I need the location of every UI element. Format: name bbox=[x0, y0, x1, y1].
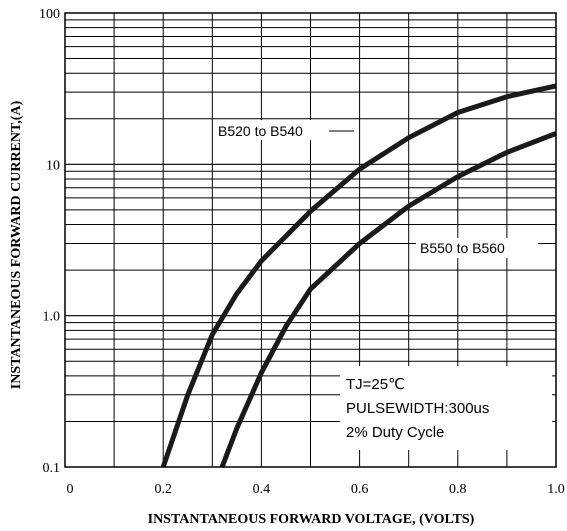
x-tick-labels: 0 0.2 0.4 0.6 0.8 1.0 bbox=[67, 482, 565, 497]
conditions-box bbox=[340, 366, 552, 450]
series-label-bg-2 bbox=[416, 238, 538, 258]
y-tick-label: 0.1 bbox=[43, 461, 61, 476]
series-line-2 bbox=[219, 131, 557, 468]
curves bbox=[160, 83, 557, 468]
condition-pulsewidth: PULSEWIDTH:300us bbox=[346, 400, 489, 417]
series-label-bg-1 bbox=[214, 120, 332, 140]
y-tick-label: 1.0 bbox=[43, 310, 61, 325]
x-tick-label: 0.2 bbox=[154, 482, 172, 497]
x-tick-label: 0.4 bbox=[253, 482, 271, 497]
x-axis-title: INSTANTANEOUS FORWARD VOLTAGE, (VOLTS) bbox=[148, 512, 475, 527]
y-tick-labels: 100 10 1.0 0.1 bbox=[39, 7, 60, 476]
plot-frame bbox=[64, 12, 557, 468]
x-tick-label: 0 bbox=[67, 482, 74, 497]
series-label-b550-b560: B550 to B560 bbox=[420, 240, 505, 256]
series-label-b520-b540: B520 to B540 bbox=[218, 123, 303, 139]
condition-temperature: TJ=25℃ bbox=[346, 376, 405, 393]
x-tick-label: 1.0 bbox=[547, 482, 565, 497]
y-tick-label: 10 bbox=[46, 158, 60, 173]
series-line-1 bbox=[160, 83, 557, 468]
condition-duty-cycle: 2% Duty Cycle bbox=[346, 424, 444, 441]
plot-border bbox=[64, 12, 557, 468]
grid bbox=[65, 13, 556, 467]
y-tick-label: 100 bbox=[39, 7, 60, 22]
x-tick-label: 0.8 bbox=[449, 482, 467, 497]
y-axis-title: INSTANTANEOUS FORWARD CURRENT,(A) bbox=[9, 100, 24, 389]
x-tick-label: 0.6 bbox=[351, 482, 369, 497]
